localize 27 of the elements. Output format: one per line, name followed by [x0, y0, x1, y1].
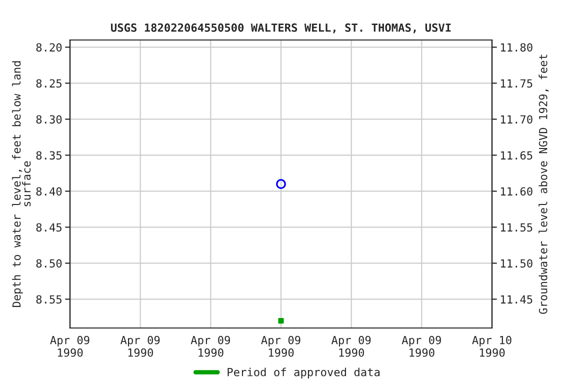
x-tick-label: Apr 09 1990 [120, 336, 160, 357]
y-tick-label: 8.50 [36, 259, 62, 268]
chart-title: USGS 182022064550500 WALTERS WELL, ST. THOMAS, USVI [111, 23, 451, 34]
y2-tick-label: 11.65 [500, 151, 532, 160]
y-tick-label: 8.20 [36, 43, 62, 52]
y-tick-label: 8.45 [36, 223, 62, 232]
y-tick-label: 8.30 [36, 115, 62, 124]
y-tick-label: 8.25 [36, 79, 62, 88]
x-tick-label: Apr 09 1990 [402, 336, 441, 357]
y2-tick-label: 11.55 [500, 223, 532, 232]
y2-tick-label: 11.45 [500, 295, 532, 304]
legend-label: Period of approved data [228, 368, 380, 378]
x-tick-label: Apr 09 1990 [331, 336, 371, 357]
y-tick-label: 8.55 [36, 295, 62, 304]
y2-axis-title: Groundwater level above NGVD 1929, feet [538, 54, 549, 314]
x-tick-label: Apr 10 1990 [472, 336, 512, 357]
x-tick-label: Apr 09 1990 [261, 336, 300, 357]
y2-tick-label: 11.50 [500, 259, 532, 268]
y-tick-label: 8.40 [36, 187, 62, 196]
y-axis-title: Depth to water level, feet below land surface [12, 61, 31, 308]
y2-tick-label: 11.80 [500, 43, 532, 52]
x-tick-label: Apr 09 1990 [190, 336, 230, 357]
y2-tick-label: 11.70 [500, 115, 532, 124]
x-tick-label: Apr 09 1990 [50, 336, 90, 357]
y2-tick-label: 11.60 [500, 187, 532, 196]
y-tick-label: 8.35 [36, 151, 62, 160]
y2-tick-label: 11.75 [500, 79, 532, 88]
